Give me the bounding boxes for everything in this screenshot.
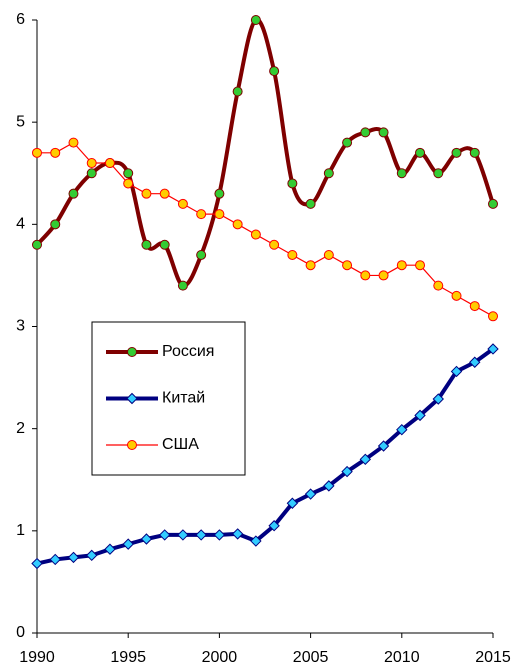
x-tick-label: 2000	[202, 649, 238, 666]
marker	[451, 147, 462, 158]
marker	[342, 137, 353, 148]
marker	[269, 66, 280, 77]
marker	[305, 198, 316, 209]
marker	[323, 480, 335, 492]
marker	[286, 497, 299, 509]
marker	[231, 528, 244, 540]
marker	[31, 557, 43, 570]
marker	[104, 543, 116, 555]
marker	[50, 147, 61, 158]
marker	[32, 239, 42, 250]
marker	[415, 147, 426, 158]
marker	[396, 423, 408, 436]
marker	[323, 168, 334, 179]
x-tick-label: 2015	[475, 649, 511, 666]
marker	[177, 280, 188, 291]
marker	[196, 209, 207, 220]
marker	[378, 270, 389, 281]
marker	[487, 343, 499, 355]
marker	[196, 249, 207, 260]
marker	[469, 356, 481, 368]
y-tick-label: 0	[16, 624, 25, 641]
marker	[415, 260, 426, 271]
marker	[159, 188, 170, 199]
marker	[50, 219, 61, 230]
marker	[304, 488, 317, 500]
y-tick-label: 4	[16, 216, 25, 233]
marker	[268, 520, 280, 532]
marker	[451, 290, 462, 301]
marker	[158, 529, 171, 541]
marker	[250, 15, 261, 25]
marker	[269, 239, 280, 250]
marker	[450, 365, 463, 378]
marker	[432, 393, 444, 405]
x-tick-label: 2005	[293, 649, 329, 666]
marker	[177, 529, 189, 541]
legend-label: Китай	[162, 390, 205, 407]
marker	[469, 147, 480, 158]
marker	[377, 440, 390, 452]
marker	[250, 229, 261, 240]
marker	[104, 158, 115, 169]
marker	[86, 168, 97, 179]
marker	[433, 168, 444, 179]
marker	[341, 465, 353, 478]
x-tick-label: 2010	[384, 649, 420, 666]
y-tick-label: 6	[16, 11, 25, 28]
marker	[287, 178, 298, 189]
y-tick-label: 1	[16, 522, 25, 539]
y-tick-label: 2	[16, 420, 25, 437]
y-tick-label: 3	[16, 318, 25, 335]
marker	[123, 178, 134, 189]
marker	[359, 453, 372, 466]
marker	[378, 127, 389, 138]
marker	[488, 198, 498, 209]
marker	[214, 188, 225, 199]
marker	[68, 137, 79, 148]
marker	[469, 301, 480, 312]
marker	[305, 260, 316, 271]
marker	[488, 311, 498, 322]
marker	[414, 409, 426, 422]
marker	[360, 127, 371, 138]
legend-marker	[127, 440, 137, 450]
marker	[360, 270, 371, 281]
marker	[122, 538, 134, 550]
marker	[32, 147, 42, 158]
line-series	[37, 142, 494, 317]
marker	[213, 529, 226, 541]
marker	[342, 260, 353, 271]
marker	[86, 158, 97, 169]
legend-marker	[127, 347, 137, 357]
marker	[141, 188, 152, 199]
marker	[140, 533, 153, 545]
marker	[214, 209, 225, 220]
marker	[67, 551, 80, 564]
legend-marker	[126, 392, 138, 405]
marker	[123, 168, 134, 179]
marker	[68, 188, 79, 199]
marker	[396, 168, 407, 179]
marker	[177, 198, 188, 209]
marker	[232, 86, 243, 97]
marker	[250, 535, 262, 547]
x-tick-label: 1995	[110, 649, 146, 666]
marker	[323, 249, 334, 260]
legend-label: США	[162, 436, 199, 453]
marker	[49, 553, 61, 566]
marker	[86, 549, 98, 562]
legend-label: Россия	[162, 343, 214, 360]
x-tick-label: 1990	[19, 649, 55, 666]
marker	[141, 239, 152, 250]
marker	[232, 219, 243, 230]
marker	[433, 280, 444, 291]
marker	[396, 260, 407, 271]
y-tick-label: 5	[16, 113, 25, 130]
marker	[287, 249, 298, 260]
marker	[159, 239, 170, 250]
marker	[195, 529, 207, 541]
